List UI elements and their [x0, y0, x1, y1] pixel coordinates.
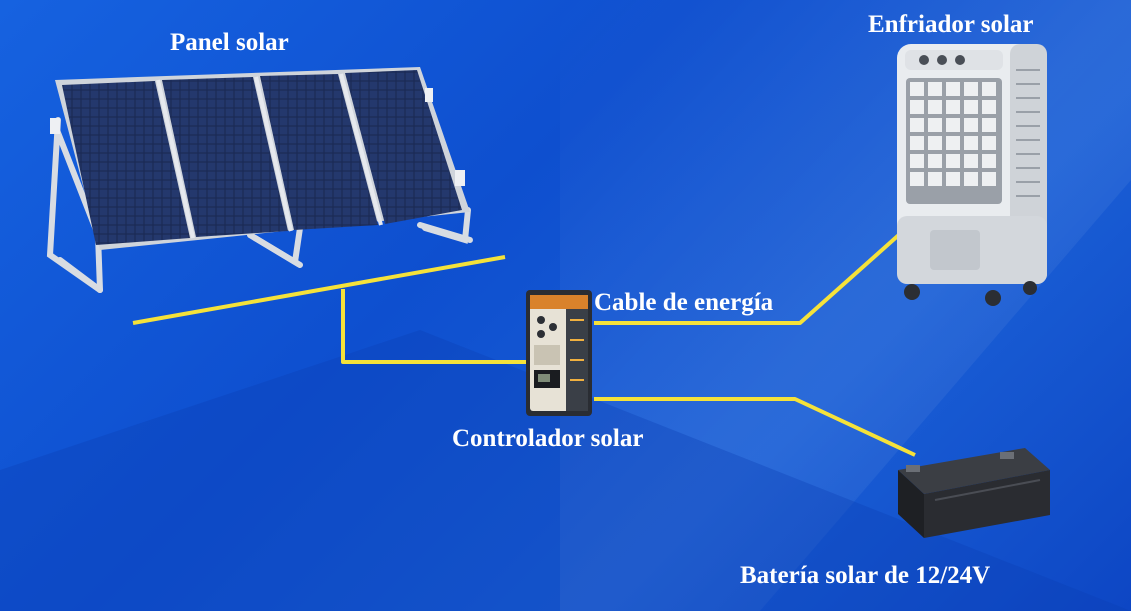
- controller-to-battery-wire: [594, 397, 916, 457]
- wiring: [132, 223, 916, 457]
- power-cable-label: Cable de energía: [594, 289, 774, 316]
- solar-controller-icon: [526, 290, 592, 416]
- battery-icon: [898, 448, 1050, 538]
- solar-battery-label: Batería solar de 12/24V: [740, 562, 991, 589]
- solar-controller-label: Controlador solar: [452, 425, 644, 452]
- solar-panel-label: Panel solar: [170, 29, 289, 56]
- panel-to-controller-wire: [341, 289, 528, 364]
- solar-panel-array-icon: [46, 67, 473, 293]
- controller-to-cooler-wire: [594, 223, 912, 325]
- panel-bus-wire: [132, 255, 506, 325]
- evaporative-cooler-icon: [897, 44, 1047, 306]
- solar-cooler-label: Enfriador solar: [868, 11, 1034, 38]
